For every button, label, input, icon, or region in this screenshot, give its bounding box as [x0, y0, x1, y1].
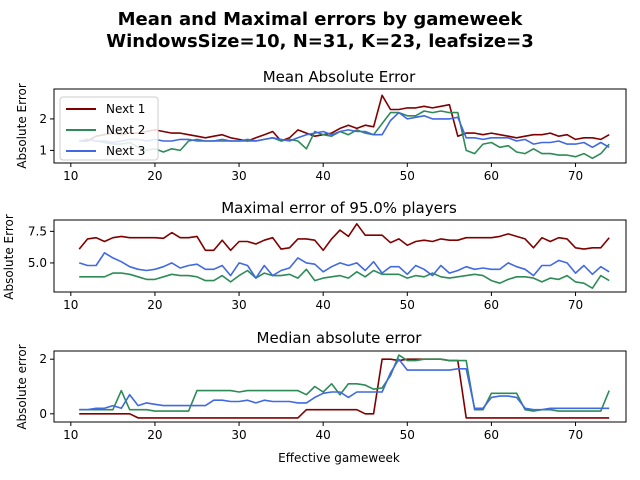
median-error-series	[79, 354, 610, 419]
x-tick-label: 60	[484, 298, 499, 312]
x-tick-label: 50	[400, 428, 415, 442]
max-error-ticks: 10 20 30 40 50 60 70 5.0 7.5	[28, 224, 583, 312]
mean-error-ticks: 10 20 30 40 50 60 70 1 2	[39, 112, 583, 183]
mean-error-title: Mean Absolute Error	[263, 68, 416, 86]
x-tick-label: 60	[484, 169, 499, 183]
series-line-next-3	[79, 111, 610, 149]
series-line-next-2	[79, 354, 610, 412]
legend-label-next2: Next 2	[106, 123, 145, 137]
x-tick-label: 10	[63, 169, 78, 183]
median-error-title: Median absolute error	[257, 329, 423, 347]
x-tick-label: 10	[63, 298, 78, 312]
y-tick-label: 0	[39, 407, 47, 421]
y-tick-label: 2	[39, 352, 47, 366]
x-tick-label: 40	[316, 428, 331, 442]
mean-error-ylabel: Absolute Error	[15, 83, 29, 169]
median-error-axes-frame	[53, 350, 627, 423]
series-line-next-1	[78, 223, 610, 252]
series-line-next-1	[79, 358, 610, 419]
mean-error-series	[79, 94, 610, 160]
figure-title-line2: WindowsSize=10, N=31, K=23, leafsize=3	[106, 31, 534, 52]
x-tick-label: 40	[316, 298, 331, 312]
median-error-xlabel: Effective gameweek	[278, 451, 400, 465]
series-line-next-1	[79, 94, 610, 142]
y-tick-label: 5.0	[28, 256, 47, 270]
median-error-ylabel: Absolute error	[15, 344, 29, 429]
x-tick-label: 20	[147, 428, 162, 442]
figure-title-line1: Mean and Maximal errors by gameweek	[118, 9, 524, 30]
x-tick-label: 30	[231, 298, 246, 312]
x-tick-label: 30	[231, 428, 246, 442]
x-tick-label: 60	[484, 428, 499, 442]
x-tick-label: 70	[568, 428, 583, 442]
legend-label-next3: Next 3	[106, 144, 145, 158]
series-line-next-3	[79, 358, 610, 411]
mean-error-panel: Mean Absolute Error Absolute Error 10 20 3…	[15, 68, 627, 183]
x-tick-label: 30	[231, 169, 246, 183]
x-tick-label: 70	[568, 169, 583, 183]
y-tick-label: 7.5	[28, 224, 47, 238]
legend-label-next1: Next 1	[106, 102, 145, 116]
x-tick-label: 20	[147, 169, 162, 183]
series-line-next-3	[78, 252, 610, 279]
max-error-title: Maximal error of 95.0% players	[221, 199, 457, 217]
max-error-panel: Maximal error of 95.0% players Absolute …	[2, 199, 627, 312]
median-error-panel: Median absolute error Absolute error 10 2…	[15, 329, 627, 465]
x-tick-label: 50	[400, 298, 415, 312]
x-tick-label: 20	[147, 298, 162, 312]
legend-box	[59, 96, 159, 161]
y-tick-label: 1	[39, 143, 47, 157]
max-error-ylabel: Absolute Error	[2, 214, 16, 300]
max-error-axes-frame	[53, 219, 627, 293]
series-line-next-2	[79, 268, 610, 290]
x-tick-label: 50	[400, 169, 415, 183]
series-line-next-2	[79, 110, 610, 160]
max-error-series	[78, 223, 610, 290]
mean-error-axes-frame	[53, 88, 627, 164]
y-tick-label: 2	[39, 112, 47, 126]
legend: Next 1 Next 2 Next 3	[59, 96, 159, 161]
x-tick-label: 10	[63, 428, 78, 442]
median-error-ticks: 10 20 30 40 50 60 70 0 2	[39, 352, 583, 442]
x-tick-label: 70	[568, 298, 583, 312]
x-tick-label: 40	[316, 169, 331, 183]
